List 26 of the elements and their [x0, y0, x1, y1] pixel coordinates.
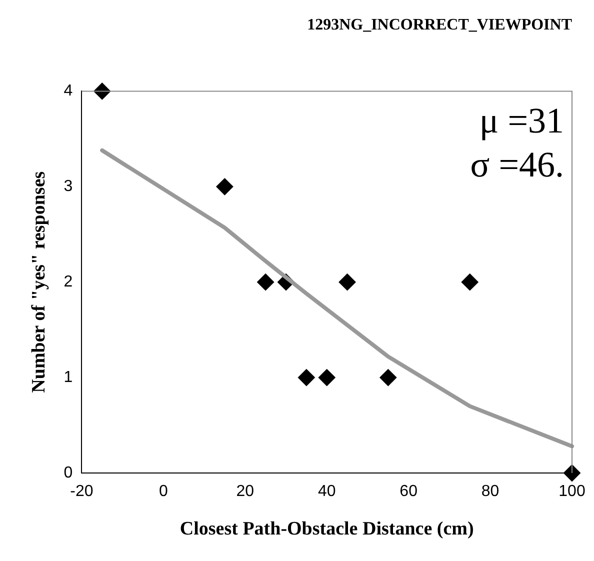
x-tick-label: 80 [481, 483, 500, 500]
y-tick-label: 3 [64, 178, 73, 196]
point [216, 178, 234, 196]
point [318, 369, 336, 386]
annotation: μ =31 [479, 100, 564, 141]
x-tick-label: 40 [318, 483, 336, 500]
y-tick-label: 1 [64, 368, 73, 386]
point [298, 369, 315, 386]
point [94, 82, 111, 100]
point [461, 274, 478, 291]
y-tick-label: 0 [64, 464, 73, 482]
annotation: σ =46. [470, 144, 564, 185]
x-tick-label: 0 [158, 483, 168, 500]
x-tick-label: 60 [400, 483, 418, 500]
x-tick-label: 20 [236, 483, 254, 500]
x-tick-label: 100 [558, 483, 586, 500]
point [257, 274, 274, 291]
x-tick-label: -20 [70, 483, 94, 500]
point [564, 464, 580, 482]
point [338, 274, 356, 291]
chart-title: 1293NG_INCORRECT_VIEWPOINT [307, 16, 572, 34]
x-axis-title: Closest Path-Obstacle Distance (cm) [180, 518, 474, 540]
y-tick-label: 4 [64, 82, 73, 100]
point [380, 369, 397, 386]
y-tick-label: 2 [64, 274, 73, 291]
y-axis-title: Number of "yes" responses [28, 171, 50, 393]
